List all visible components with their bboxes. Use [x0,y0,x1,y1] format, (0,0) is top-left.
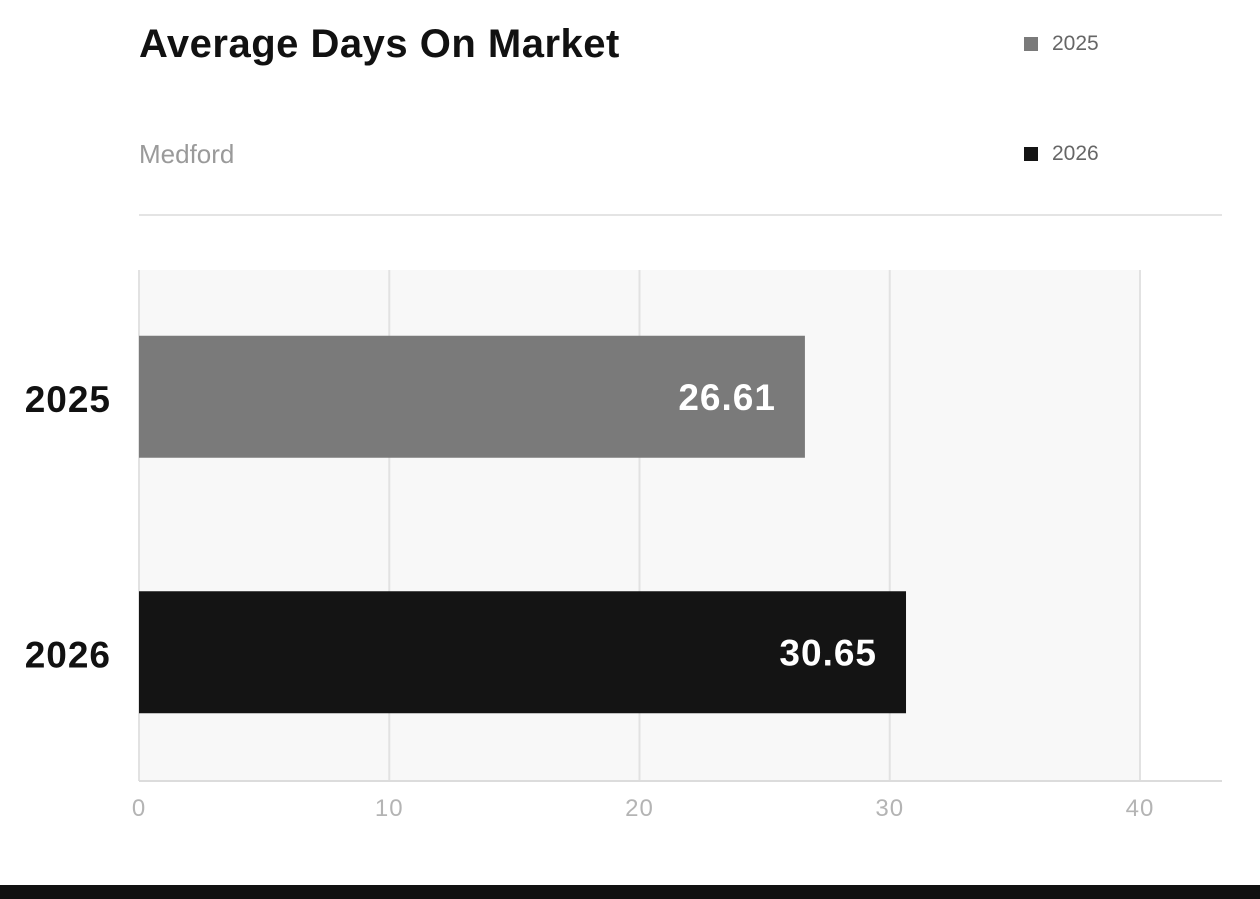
bar [139,591,907,714]
legend-swatch-2026 [1024,147,1038,161]
x-tick-label: 30 [875,795,904,822]
y-category-label: 2025 [25,379,111,420]
x-tick-label: 20 [625,795,654,822]
y-category-label: 2026 [25,634,111,675]
chart-title: Average Days On Market [139,22,620,66]
x-tick-label: 10 [375,795,404,822]
footer-bar [0,885,1260,899]
legend-label-2025: 2025 [1052,32,1099,55]
bar-chart: 0 10 20 30 40 26.61 2025 30.65 2026 [25,270,1222,822]
legend-swatch-2025 [1024,37,1038,51]
x-tick-label: 40 [1126,795,1155,822]
bar-data-label: 26.61 [678,377,776,418]
bar [139,335,805,458]
legend-item-2026: 2026 [1024,142,1099,166]
header-divider [139,214,1222,216]
chart-subtitle: Medford [139,139,235,169]
bar-data-label: 30.65 [779,632,877,673]
legend-label-2026: 2026 [1052,142,1099,165]
legend-item-2025: 2025 [1024,32,1099,56]
x-tick-label: 0 [132,795,146,822]
